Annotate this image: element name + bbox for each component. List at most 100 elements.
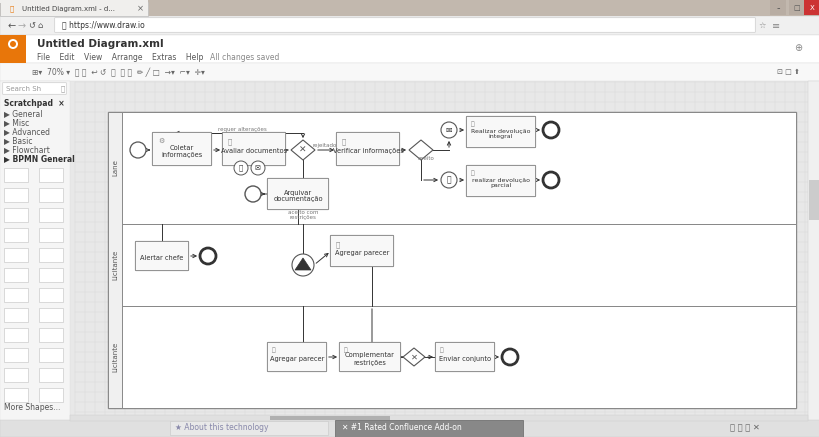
Text: ☆: ☆ [758,21,765,31]
Bar [39,248,63,262]
FancyBboxPatch shape [466,116,535,148]
Bar [39,348,63,362]
Text: ▶ Advanced: ▶ Advanced [4,128,50,136]
Bar [108,112,795,408]
Bar [39,368,63,382]
Polygon shape [295,258,310,270]
Bar [0,0,147,3]
Bar [4,328,28,342]
Bar [39,328,63,342]
Bar [4,228,28,242]
Bar [4,268,28,282]
Bar [803,0,819,15]
FancyBboxPatch shape [152,132,211,166]
Circle shape [542,172,559,188]
Polygon shape [402,348,424,366]
Text: aceito: aceito [417,156,434,160]
Text: 🔒 https://www.draw.io: 🔒 https://www.draw.io [62,21,145,31]
Text: Search Sh: Search Sh [6,86,41,92]
Bar [0,420,819,437]
Text: X: X [808,5,813,11]
Circle shape [501,349,518,365]
Text: File    Edit    View    Arrange    Extras    Help: File Edit View Arrange Extras Help [37,52,203,62]
Bar [0,35,819,63]
Bar [788,0,804,15]
Bar [4,348,28,362]
Bar [0,63,819,81]
Text: Untitled Diagram.xml: Untitled Diagram.xml [37,39,164,49]
Bar [335,420,523,437]
Bar [4,368,28,382]
Text: Verificar informações: Verificar informações [333,148,403,154]
Bar [4,208,28,222]
Circle shape [10,41,16,47]
Circle shape [130,142,146,158]
Text: ✕: ✕ [410,353,417,361]
Bar [0,35,26,63]
Text: 📋: 📋 [470,170,474,176]
Circle shape [8,39,18,49]
Text: ▶ Flowchart: ▶ Flowchart [4,146,50,155]
Text: rejeitado: rejeitado [312,142,337,148]
Text: ⚙: ⚙ [158,138,164,144]
FancyBboxPatch shape [435,343,494,371]
Text: Realizar devolução
integral: Realizar devolução integral [471,128,530,139]
Text: ×: × [136,4,143,14]
Text: 🔲 📘 🐦 ✕: 🔲 📘 🐦 ✕ [729,423,759,433]
Bar [39,188,63,202]
Text: Alertar chefe: Alertar chefe [140,255,183,261]
Text: ←: ← [8,21,16,31]
Bar [4,388,28,402]
Bar [769,0,785,15]
Circle shape [200,248,215,264]
FancyBboxPatch shape [267,343,326,371]
Bar [108,224,795,306]
Text: Scratchpad  ×: Scratchpad × [4,100,65,108]
Bar [70,415,807,421]
Bar [4,188,28,202]
FancyBboxPatch shape [330,236,393,267]
Text: ⬜: ⬜ [10,6,14,12]
Bar [4,168,28,182]
Text: requer alterações: requer alterações [218,128,266,132]
Text: 👤: 👤 [228,138,232,145]
Circle shape [233,161,247,175]
Text: ⌂: ⌂ [37,21,43,31]
Text: 📋: 📋 [470,121,474,127]
Text: ✕ #1 Rated Confluence Add-on: ✕ #1 Rated Confluence Add-on [342,423,461,433]
FancyBboxPatch shape [55,18,754,32]
Text: Avaliar documentos: Avaliar documentos [220,148,287,154]
Text: Licitante: Licitante [112,342,118,372]
Circle shape [251,161,265,175]
Text: More Shapes...: More Shapes... [4,403,61,413]
Text: 👤: 👤 [440,347,443,353]
Text: □: □ [793,5,799,11]
FancyBboxPatch shape [336,132,399,166]
Bar [108,112,122,408]
Text: Coletar
informações: Coletar informações [161,145,202,157]
Text: ⏰: ⏰ [446,176,450,184]
Circle shape [245,186,260,202]
FancyBboxPatch shape [339,343,400,371]
Text: ★ About this technology: ★ About this technology [174,423,268,433]
Bar [0,81,70,437]
Bar [39,268,63,282]
Text: ≡: ≡ [771,21,779,31]
Bar [0,0,819,16]
FancyBboxPatch shape [135,241,188,271]
Polygon shape [409,140,432,160]
Bar [4,248,28,262]
Text: ▶ Basic: ▶ Basic [4,136,33,146]
Bar [108,112,795,224]
Text: -: - [776,3,779,13]
Circle shape [292,254,314,276]
Text: Licitante: Licitante [112,250,118,280]
Circle shape [441,172,456,188]
Circle shape [441,122,456,138]
Bar [0,2,147,16]
Text: ⊡ □ ⬆: ⊡ □ ⬆ [776,69,799,75]
Text: ↺: ↺ [28,21,35,31]
Text: aceito com
restrições: aceito com restrições [287,210,318,220]
Bar [39,388,63,402]
Bar [39,168,63,182]
